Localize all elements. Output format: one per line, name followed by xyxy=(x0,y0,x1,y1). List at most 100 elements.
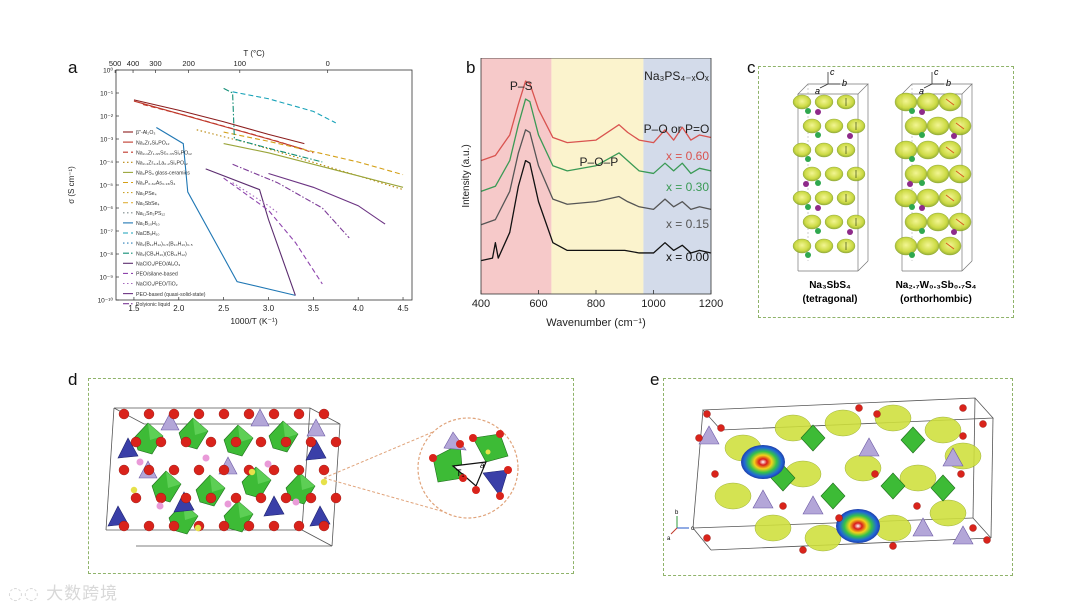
legend-label-a: NaClO₄/PEO/Al₂O₃ xyxy=(136,262,180,268)
structure-orthorhombic xyxy=(894,83,973,272)
oxygen-atom xyxy=(969,524,977,532)
series-line-a xyxy=(232,163,350,239)
oxygen-atom xyxy=(305,492,317,504)
isosurface-blob xyxy=(804,524,842,552)
panel-c-structures: c a b c a b Na₃SbS₄ (tetragonal) Na₂.₇W₀… xyxy=(792,67,977,305)
isosurface-blob xyxy=(926,116,950,136)
oxygen-atom xyxy=(143,520,155,532)
green-octahedron xyxy=(880,472,906,500)
isosurface-blob xyxy=(926,164,950,184)
isosurface-blob xyxy=(904,212,928,232)
panel-e-structure: b a c xyxy=(667,397,994,554)
charge-density-hotspot-2 xyxy=(836,509,880,543)
oxygen-atom xyxy=(330,436,342,448)
sulfur-atom xyxy=(909,204,915,210)
axis-e-a: a xyxy=(667,536,671,542)
isosurface-blob xyxy=(894,92,918,112)
isosurface-blob xyxy=(802,118,822,134)
series-line-a xyxy=(133,99,305,145)
x-tick-label-a: 4.5 xyxy=(397,304,409,313)
migration-arrow xyxy=(945,194,955,202)
migration-arrow xyxy=(955,122,965,130)
phosphorus-atom xyxy=(130,486,138,494)
series-line-a xyxy=(223,131,404,176)
series-label-b: x = 0.60 xyxy=(666,149,709,163)
oxygen-atom xyxy=(230,492,242,504)
series-label-b: x = 0.30 xyxy=(666,180,709,194)
oxygen-atom xyxy=(168,520,180,532)
oxygen-atom xyxy=(118,464,130,476)
isosurface-blob xyxy=(916,140,940,160)
y-tick-label-a: 10⁻¹⁰ xyxy=(98,297,114,305)
blue-tetrahedron xyxy=(263,495,285,517)
axis-c-2: c xyxy=(934,67,939,77)
oxygen-atom xyxy=(779,502,787,510)
x-tick-label-a: 3.5 xyxy=(308,304,320,313)
sulfur-atom xyxy=(919,180,925,186)
panel-label-d: d xyxy=(68,370,78,389)
migration-arrow xyxy=(945,242,955,250)
oxygen-atom xyxy=(243,408,255,420)
oxygen-atom xyxy=(218,520,230,532)
oxygen-atom xyxy=(130,436,142,448)
isosurface-blob xyxy=(894,236,918,256)
phosphorus-atom xyxy=(194,524,202,532)
zoom-polyhedra: T₁ a xyxy=(429,430,512,500)
panel-d-structure: T₁ a xyxy=(105,407,519,547)
oxygen-atom xyxy=(255,436,267,448)
y-tick-label-a: 10⁻³ xyxy=(100,137,114,144)
green-octahedron xyxy=(900,426,926,454)
series-line-a xyxy=(205,168,296,296)
sulfur-atom xyxy=(815,132,821,138)
migration-arrow xyxy=(955,170,965,178)
sodium-atom xyxy=(907,181,913,187)
legend-label-a: Na₃.₁Zr₁.₉₅Sc₀.₀₅Si₂PO₁₂ xyxy=(136,150,192,156)
blue-tetrahedron xyxy=(305,439,327,461)
oxygen-atom xyxy=(155,492,167,504)
spectrum-line-b xyxy=(480,80,712,162)
oxygen-atom xyxy=(979,420,987,428)
isosurface-blob xyxy=(929,499,967,527)
oxygen-atom xyxy=(230,436,242,448)
isosurface-blob xyxy=(916,236,940,256)
legend-label-a: Na₃SbSe₄ xyxy=(136,201,160,207)
isosurface-blob xyxy=(924,416,962,444)
legend-label-a: PEO/silane-based xyxy=(136,272,178,278)
x-tick-label-b: 800 xyxy=(587,298,605,310)
legend-label-a: Polyionic liquid xyxy=(136,302,170,308)
isosurface-blob xyxy=(824,409,862,437)
oxygen-atom xyxy=(118,520,130,532)
polyhedron-face xyxy=(238,425,253,442)
oxygen-atom xyxy=(293,520,305,532)
spectrum-line-b xyxy=(480,159,712,262)
sulfur-atom xyxy=(919,132,925,138)
sulfur-atom xyxy=(919,228,925,234)
oxygen-atom xyxy=(957,470,965,478)
legend-label-a: Na₂(CB₉H₁₀)(CB₁₁H₁₂) xyxy=(136,251,187,257)
oxygen-atom xyxy=(835,514,843,522)
polyhedron-face xyxy=(166,471,181,488)
oxygen-atom xyxy=(143,408,155,420)
watermark-logo-icon: ◌◌ xyxy=(8,584,40,604)
isosurface-blob xyxy=(814,238,834,254)
panel-label-e: e xyxy=(650,370,660,389)
axis-triad-1: c a b xyxy=(815,67,847,96)
region-label-ps: P–S xyxy=(510,79,533,93)
region-band-b xyxy=(643,58,711,294)
green-polyhedron xyxy=(268,420,299,453)
chart-a-conductivity: 1.5 2.0 2.5 3.0 3.5 4.0 4.5 10⁰ 10⁻¹ 10⁻² 10⁻³ 10⁻⁴… xyxy=(67,49,413,326)
isosurface-blob xyxy=(926,212,950,232)
oxygen-atom xyxy=(218,464,230,476)
panel-label-b: b xyxy=(466,58,476,77)
oxygen-atom xyxy=(193,408,205,420)
charge-density-hotspot-1 xyxy=(741,445,785,479)
series-line-a xyxy=(156,127,296,296)
sulfur-atom xyxy=(909,252,915,258)
violet-tetrahedron xyxy=(698,425,720,445)
polyhedron-face xyxy=(238,501,253,518)
oxygen-atom xyxy=(855,404,863,412)
sodium-atom xyxy=(264,460,272,468)
polyhedron-face xyxy=(300,473,315,490)
violet-tetrahedron xyxy=(942,447,964,467)
sulfur-atom xyxy=(909,108,915,114)
